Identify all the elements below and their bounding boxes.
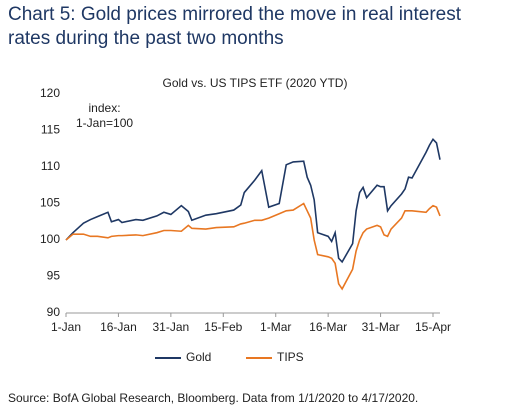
- y-tick-label: 105: [40, 196, 60, 210]
- x-tick-label: 15-Apr: [415, 320, 451, 334]
- x-tick-label: 31-Mar: [362, 320, 400, 334]
- annotation: index: 1-Jan=100: [76, 101, 134, 130]
- x-tick-label: 1-Mar: [260, 320, 291, 334]
- y-tick-label: 115: [41, 123, 60, 137]
- y-tick-label: 120: [40, 86, 60, 100]
- x-tick-label: 1-Jan: [51, 320, 81, 334]
- source-note: Source: BofA Global Research, Bloomberg.…: [8, 391, 419, 405]
- legend-label: TIPS: [277, 350, 304, 364]
- line-series: [65, 137, 441, 264]
- x-tick-label: 15-Feb: [204, 320, 242, 334]
- y-tick-label: 110: [41, 159, 60, 173]
- x-tick-label: 16-Mar: [309, 320, 347, 334]
- x-tick-label: 31-Jan: [153, 320, 190, 334]
- x-tick-label: 16-Jan: [100, 320, 137, 334]
- y-tick-label: 95: [47, 269, 61, 283]
- y-tick-label: 90: [47, 305, 61, 319]
- chart-title: Chart 5: Gold prices mirrored the move i…: [8, 4, 462, 49]
- y-tick-label: 100: [40, 232, 60, 246]
- chart-subtitle: Gold vs. US TIPS ETF (2020 YTD): [163, 76, 348, 90]
- line-series: [65, 202, 441, 291]
- legend-label: Gold: [186, 350, 211, 364]
